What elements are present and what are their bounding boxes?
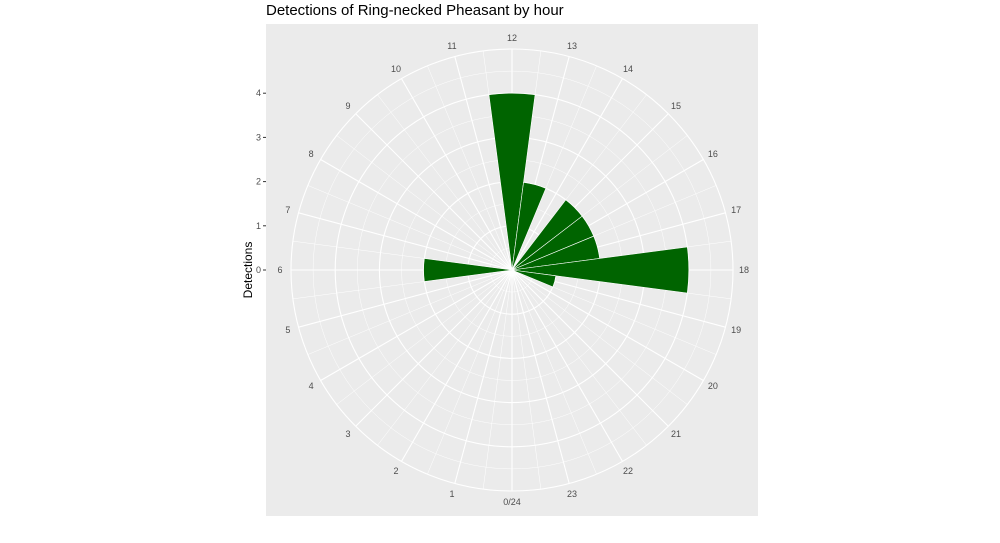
y-tick-label: 1 (256, 221, 261, 231)
grid-spoke (307, 269, 513, 355)
bars (423, 92, 690, 294)
hour-label: 19 (731, 325, 741, 335)
bar-hour-13 (511, 182, 547, 271)
y-tick-label: 0 (256, 265, 261, 275)
hour-label: 3 (345, 429, 350, 439)
grid-spoke (320, 269, 513, 381)
hour-label: 16 (708, 149, 718, 159)
hour-label: 15 (671, 101, 681, 111)
grid-spoke (454, 269, 513, 484)
grid-spoke (377, 94, 513, 271)
grid-spoke (377, 269, 513, 446)
grid-spoke (511, 269, 669, 427)
grid-spoke (307, 185, 513, 271)
hour-label: 2 (393, 466, 398, 476)
hour-label: 1 (449, 489, 454, 499)
hour-label: 13 (567, 41, 577, 51)
grid-spoke (355, 113, 513, 271)
hour-label: 11 (447, 41, 456, 51)
hour-label: 6 (277, 265, 282, 275)
grid-spoke (511, 269, 542, 490)
chart-title: Detections of Ring-necked Pheasant by ho… (266, 2, 564, 19)
y-tick-label: 2 (256, 177, 261, 187)
grid-spoke (298, 269, 513, 328)
grid-spoke (511, 269, 597, 475)
hour-label: 10 (391, 64, 401, 74)
hour-label: 22 (623, 466, 633, 476)
hour-label: 23 (567, 489, 577, 499)
hour-label: 18 (739, 265, 749, 275)
hour-label: 17 (731, 205, 741, 215)
grid-spoke (454, 56, 513, 271)
hour-label: 5 (285, 325, 290, 335)
y-tick-label: 3 (256, 132, 261, 142)
hour-label: 21 (671, 429, 681, 439)
hour-label: 7 (285, 205, 290, 215)
grid-spoke (320, 159, 513, 271)
hour-label: 20 (708, 381, 718, 391)
hour-label: 9 (345, 101, 350, 111)
bar-hour-12 (488, 92, 536, 271)
grid-spoke (511, 269, 570, 484)
grid-spoke (427, 269, 513, 475)
hour-label: 4 (309, 381, 314, 391)
grid-spoke (298, 212, 513, 271)
grid-spoke (401, 78, 513, 271)
grid-spoke (401, 269, 513, 462)
hour-label: 12 (507, 33, 517, 43)
grid-spoke (511, 78, 623, 271)
grid-spoke (355, 269, 513, 427)
bar-hour-6 (423, 258, 513, 282)
bar-hour-19 (511, 269, 557, 288)
grid-spoke (511, 269, 688, 405)
grid-spoke (482, 269, 513, 490)
y-tick-label: 4 (256, 88, 261, 98)
grid-spoke (427, 65, 513, 271)
y-axis: 0 1 2 3 4 (256, 88, 266, 275)
grid-spoke (511, 269, 704, 381)
hour-label: 8 (309, 149, 314, 159)
hour-label: 14 (623, 64, 633, 74)
grid-spoke (336, 135, 513, 271)
grid-spoke (336, 269, 513, 405)
hour-label: 0/24 (503, 497, 521, 507)
grid-spoke (511, 269, 647, 446)
grid-spoke (511, 269, 623, 462)
bar-hour-18 (511, 246, 690, 294)
polar-grid (290, 48, 734, 492)
hour-labels: 0/24123456789101112131415161718192021222… (277, 33, 749, 507)
